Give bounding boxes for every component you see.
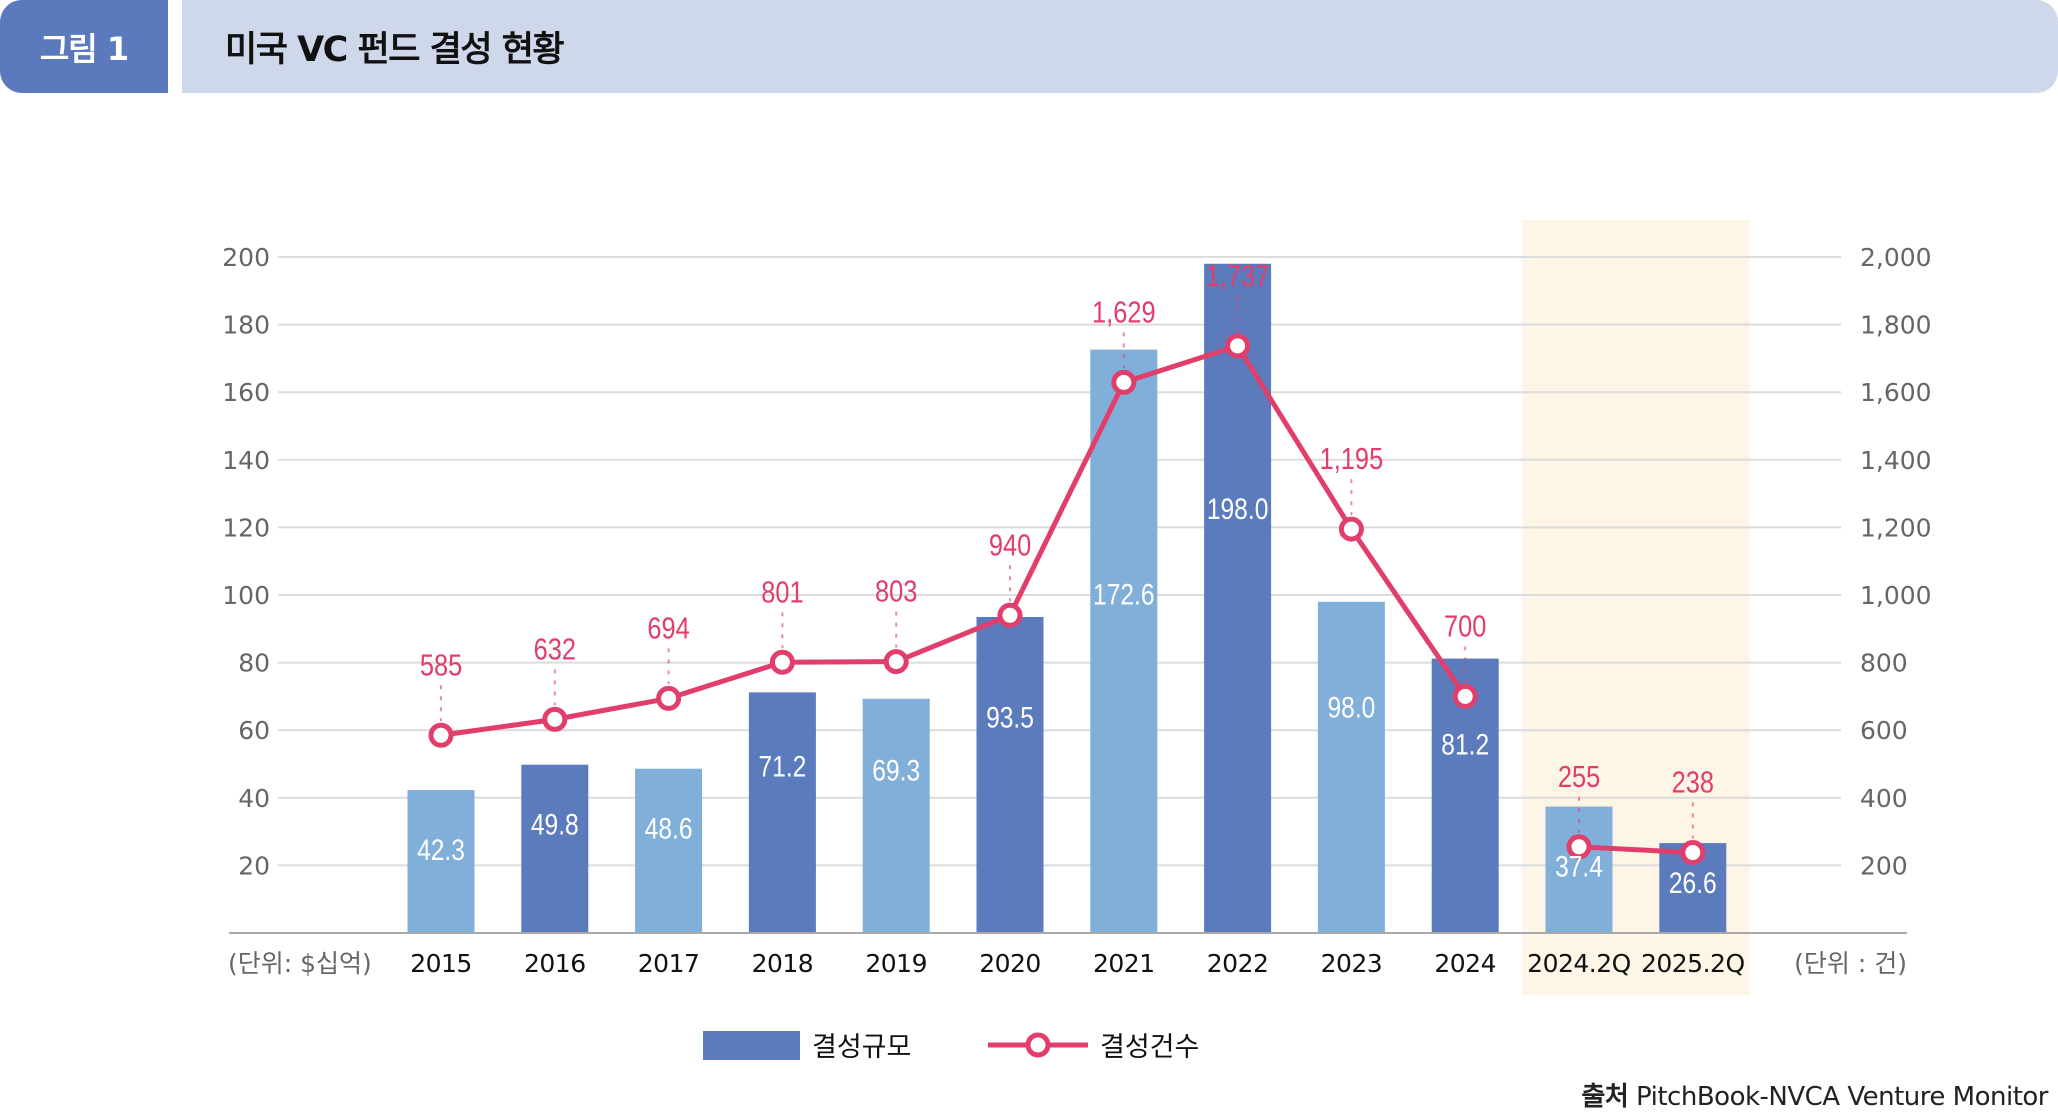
bar (976, 616, 1044, 933)
bar-value-label: 172.6 (1093, 577, 1155, 611)
category-label: 2021 (1093, 949, 1155, 978)
legend-marker-icon (1025, 1032, 1051, 1058)
category-label: 2023 (1321, 949, 1383, 978)
line-value-label: 238 (1672, 765, 1714, 800)
line-value-label: 1,737 (1206, 259, 1270, 294)
left-tick-label: 20 (238, 851, 270, 880)
bar (635, 768, 703, 933)
bar-value-label: 198.0 (1207, 491, 1269, 525)
category-label: 2019 (865, 949, 927, 978)
line-value-label: 1,629 (1092, 295, 1156, 330)
line-value-label: 1,195 (1320, 442, 1384, 477)
line-point (542, 706, 568, 732)
line-point (1680, 840, 1706, 866)
legend-bar-label: 결성규모 (812, 1032, 911, 1063)
line-point (1111, 369, 1137, 395)
bar-value-label: 42.3 (417, 833, 465, 867)
right-tick-label: 800 (1860, 649, 1908, 678)
line-value-label: 694 (647, 611, 689, 646)
left-tick-label: 180 (222, 311, 270, 340)
line-value-label: 803 (875, 574, 917, 609)
count-line-segment (440, 343, 1468, 738)
category-label: 2024 (1434, 949, 1496, 978)
source-note: 출처 PitchBook-NVCA Venture Monitor (1581, 1076, 2048, 1113)
title-bar (182, 0, 2058, 93)
bar-value-label: 98.0 (1327, 690, 1375, 724)
line-value-label: 632 (534, 632, 576, 667)
bar-value-label: 37.4 (1555, 849, 1603, 883)
legend-line-label: 결성건수 (1100, 1032, 1199, 1063)
chart-title: 미국 VC 펀드 결성 현황 (225, 30, 565, 70)
line-point (1452, 683, 1478, 709)
line-point (1225, 333, 1251, 359)
category-label: 2016 (524, 949, 586, 978)
line-value-label: 255 (1558, 759, 1600, 794)
bar-value-label: 26.6 (1669, 866, 1717, 900)
bar (1545, 806, 1613, 933)
bar (862, 698, 930, 933)
category-label: 2020 (979, 949, 1041, 978)
figure-tag: 그림 1 (0, 0, 168, 93)
line-point (428, 722, 454, 748)
right-tick-label: 1,600 (1860, 378, 1932, 407)
right-tick-label: 200 (1860, 851, 1908, 880)
right-tick-label: 1,200 (1860, 513, 1932, 542)
left-axis-unit: (단위: $십억) (228, 949, 372, 978)
left-tick-label: 60 (238, 716, 270, 745)
bar-value-label: 71.2 (758, 749, 806, 783)
bar-value-label: 49.8 (531, 807, 579, 841)
right-tick-label: 400 (1860, 784, 1908, 813)
bar-value-label: 93.5 (986, 700, 1034, 734)
left-tick-label: 120 (222, 513, 270, 542)
category-label: 2018 (752, 949, 814, 978)
left-tick-label: 200 (222, 243, 270, 272)
bar-value-label: 81.2 (1441, 727, 1489, 761)
left-tick-label: 160 (222, 378, 270, 407)
right-tick-label: 600 (1860, 716, 1908, 745)
left-tick-label: 140 (222, 446, 270, 475)
right-tick-label: 1,400 (1860, 446, 1932, 475)
category-label: 2017 (638, 949, 700, 978)
line-value-label: 801 (761, 575, 803, 610)
right-tick-label: 2,000 (1860, 243, 1932, 272)
left-tick-label: 40 (238, 784, 270, 813)
line-point (656, 685, 682, 711)
category-label: 2015 (410, 949, 472, 978)
line-value-label: 940 (989, 528, 1031, 563)
bar-value-label: 48.6 (645, 811, 693, 845)
source-text: PitchBook-NVCA Venture Monitor (1636, 1082, 2048, 1112)
category-label: 2022 (1207, 949, 1269, 978)
right-tick-label: 1,800 (1860, 311, 1932, 340)
line-point (769, 649, 795, 675)
bar (1204, 263, 1272, 933)
bar-value-label: 69.3 (872, 753, 920, 787)
category-label: 2025.2Q (1641, 949, 1745, 978)
category-label: 2024.2Q (1527, 949, 1631, 978)
bar (748, 692, 816, 933)
line-point (883, 649, 909, 675)
line-point (1566, 834, 1592, 860)
right-axis-unit: (단위 : 건) (1794, 949, 1907, 978)
line-value-label: 585 (420, 648, 462, 683)
line-value-label: 700 (1444, 609, 1486, 644)
left-tick-label: 80 (238, 649, 270, 678)
line-point (997, 602, 1023, 628)
count-line-segment (1578, 844, 1693, 856)
right-tick-label: 1,000 (1860, 581, 1932, 610)
legend-bar-swatch (703, 1031, 800, 1060)
left-tick-label: 100 (222, 581, 270, 610)
bar (1090, 349, 1158, 933)
bar (521, 764, 589, 933)
bar (407, 790, 475, 933)
bar (1317, 601, 1385, 933)
line-point (1338, 516, 1364, 542)
source-label: 출처 (1581, 1082, 1629, 1112)
